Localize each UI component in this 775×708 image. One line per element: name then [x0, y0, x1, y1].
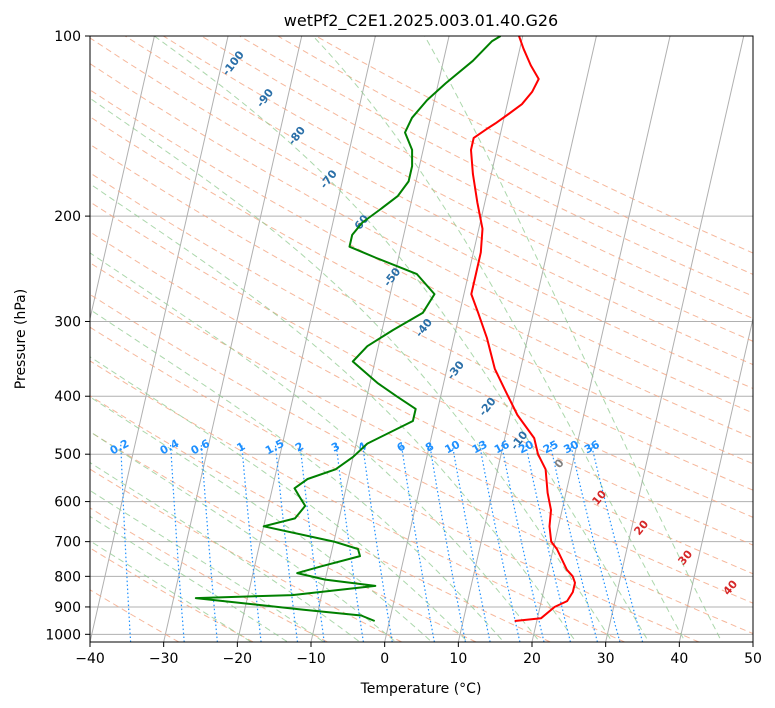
- temperature-profile-line: [470, 36, 576, 622]
- mixing-ratio-line: [274, 443, 299, 642]
- isotherm-line: [90, 36, 155, 321]
- x-tick-label: 50: [744, 651, 762, 667]
- moist-adiabat-line: [90, 396, 433, 642]
- x-tick-label: 40: [670, 651, 688, 667]
- isotherm-line: [90, 36, 229, 642]
- isotherm-line: [605, 36, 745, 642]
- dry-adiabat-line: [90, 143, 753, 491]
- isotherm-line: [310, 36, 450, 642]
- mixing-ratio-line: [241, 443, 262, 642]
- dry-adiabat-line: [90, 201, 753, 546]
- mixing-ratio-line: [169, 443, 185, 642]
- profile-lines: [194, 36, 576, 622]
- dry-adiabat-line: [90, 507, 328, 642]
- moist-adiabat-line: [90, 308, 505, 642]
- y-tick-label: 1000: [45, 627, 81, 643]
- dry-adiabat-line: [124, 36, 753, 366]
- plot-frame: [89, 35, 754, 643]
- mixing-ratio-line: [400, 443, 435, 642]
- mixing-ratio-line: [335, 443, 364, 642]
- chart-title: wetPf2_C2E1.2025.003.01.40.G26: [284, 11, 558, 31]
- y-tick-label: 900: [54, 600, 81, 616]
- moist-adiabat-line: [90, 183, 577, 642]
- moist-adiabat-line: [90, 97, 613, 642]
- x-tick-label: 0: [380, 651, 389, 667]
- dry-adiabat-line: [200, 36, 753, 320]
- y-tick-label: 200: [54, 209, 81, 225]
- moist-adiabat-line: [90, 489, 325, 642]
- isotherm-line: [678, 316, 753, 642]
- x-tick-label: −20: [223, 651, 253, 667]
- dry-adiabat-line: [314, 36, 753, 254]
- moist-adiabat-line: [312, 36, 686, 642]
- y-tick-label: 500: [54, 447, 81, 463]
- x-axis-label: Temperature (°C): [360, 681, 482, 697]
- y-tick-label: 800: [54, 569, 81, 585]
- dry-adiabat-line: [90, 326, 700, 642]
- dry-adiabat-line: [90, 468, 402, 642]
- y-tick-label: 300: [54, 314, 81, 330]
- dry-adiabat-line: [90, 116, 753, 465]
- mixing-ratio-line: [200, 443, 218, 642]
- mixing-ratio-line: [478, 443, 521, 642]
- dry-adiabat-line: [90, 172, 753, 518]
- x-tick-label: 10: [449, 651, 467, 667]
- dewpoint-profile-line: [194, 36, 502, 622]
- y-tick-label: 400: [54, 389, 81, 405]
- moist-adiabat-line: [424, 36, 723, 642]
- dry-adiabat-line: [90, 360, 625, 642]
- moist-adiabat-line: [90, 431, 397, 642]
- mixing-ratio-line: [590, 443, 644, 642]
- moist-adiabat-line: [90, 252, 541, 642]
- moist-adiabat-line: [154, 36, 650, 642]
- mixing-ratio-line: [549, 443, 598, 642]
- dry-adiabat-line: [90, 293, 753, 635]
- mixing-ratio-label: 20: [516, 438, 536, 457]
- background-lines: [90, 36, 753, 642]
- axis-ticks: −40 −30 −20 −10 0 10 20 30 40 50 100 200 300 400 500 60…: [45, 29, 762, 667]
- isotherm-line: [163, 36, 303, 642]
- mixing-ratio-line: [361, 443, 393, 642]
- y-axis-label: Pressure (hPa): [13, 289, 29, 389]
- x-tick-label: −30: [149, 651, 179, 667]
- dry-adiabat-line: [276, 36, 753, 275]
- mixing-ratio-label: 16: [492, 438, 512, 457]
- x-tick-label: 30: [597, 651, 615, 667]
- mixing-ratio-label: 30: [561, 438, 581, 457]
- y-tick-label: 600: [54, 495, 81, 511]
- mixing-ratio-line: [429, 443, 466, 642]
- isotherm-line: [531, 36, 671, 642]
- x-tick-label: −40: [75, 651, 105, 667]
- mixing-ratio-label: 13: [470, 438, 490, 457]
- mixing-ratio-line: [120, 443, 132, 642]
- dry-adiabat-line: [90, 63, 753, 414]
- dry-adiabat-line: [90, 431, 477, 642]
- x-tick-label: −10: [296, 651, 326, 667]
- y-tick-label: 700: [54, 535, 81, 551]
- y-tick-label: 100: [54, 29, 81, 45]
- dry-adiabat-line: [90, 547, 254, 642]
- mixing-ratio-label: 36: [582, 438, 602, 457]
- mixing-ratio-line: [524, 443, 571, 642]
- x-tick-label: 20: [523, 651, 541, 667]
- moist-adiabat-line: [90, 461, 361, 642]
- mixing-ratio-label: 10: [443, 438, 463, 457]
- dry-adiabat-line: [90, 231, 753, 575]
- isotherm-line: [236, 36, 376, 642]
- moist-adiabat-line: [90, 356, 469, 642]
- mixing-ratio-line: [569, 443, 621, 642]
- mixing-ratio-label: 25: [541, 438, 561, 457]
- isotherm-line: [457, 36, 597, 642]
- mixing-ratio-line: [451, 443, 491, 642]
- mixing-ratio-line: [299, 443, 325, 642]
